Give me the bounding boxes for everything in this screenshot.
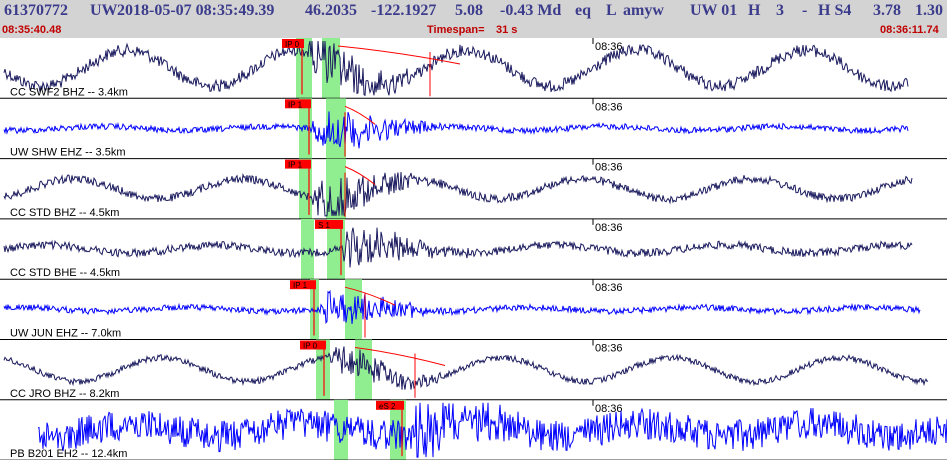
pick-label: IP 1 (288, 100, 303, 109)
count: 3 (776, 2, 784, 19)
event-flag: L (606, 2, 617, 19)
time-tick-label: 08:36 (595, 101, 623, 113)
station-label: CC SWF2 BHZ -- 3.4km (10, 86, 128, 98)
coda-curve (337, 45, 461, 65)
net-code: UW 01 (690, 2, 738, 19)
pick-flag (285, 159, 311, 169)
time-tick-label: 08:36 (595, 162, 623, 174)
seismogram-panel: 08:36 IP 0 CC SWF2 BHZ -- 3.4km 08:36 IP 1 UW… (0, 38, 947, 460)
station-label: PB B201 EH2 -- 12.4km (10, 448, 127, 460)
value-1: 3.78 (873, 2, 901, 19)
network: UW (90, 2, 118, 19)
pick-label: eS 2 (379, 402, 396, 411)
time-tick-label: 08:36 (595, 282, 623, 294)
p-window (316, 339, 330, 400)
time-tick-label: 08:36 (595, 403, 623, 415)
s-code: H S4 (818, 2, 852, 19)
station-label: CC STD BHZ -- 4.5km (10, 207, 119, 219)
event-type: eq (575, 2, 591, 19)
time-tick-label: 08:36 (595, 222, 623, 234)
p-window (334, 399, 348, 460)
time-tick-label: 08:36 (595, 41, 623, 53)
coda-curve (354, 347, 446, 366)
pick-flag (315, 219, 343, 229)
pick-label: IP 1 (288, 161, 303, 170)
pick-flag (290, 280, 316, 290)
event-header: 61370772 UW 2018-05-07 08:35:49.39 46.20… (0, 0, 947, 22)
time-bar: 08:35:40.48 Timespan= 31 s 08:36:11.74 (0, 22, 947, 38)
pick-flag (282, 39, 304, 48)
waveform-trace (3, 40, 909, 97)
p-window (301, 218, 314, 280)
quality: H (748, 2, 761, 19)
s-window (326, 98, 346, 159)
event-lat: 46.2035 (305, 2, 357, 19)
time-tick-label: 08:36 (595, 343, 623, 355)
pick-label: IP 0 (285, 40, 300, 49)
waveform-trace (3, 346, 929, 390)
timespan-label: Timespan= (427, 24, 485, 36)
waveform-trace (3, 289, 921, 325)
event-datetime: 2018-05-07 08:35:49.39 (117, 2, 275, 19)
pick-label: IP 1 (293, 281, 308, 290)
waveform-trace (37, 402, 947, 458)
event-source: amyw (623, 2, 664, 19)
pick-label: IP 0 (303, 342, 318, 351)
event-id: 61370772 (4, 2, 68, 19)
pick-flag (376, 400, 404, 410)
event-depth: 5.08 (455, 2, 483, 19)
dash: - (802, 2, 808, 19)
waveform-trace (3, 111, 909, 149)
pick-flag (300, 340, 326, 350)
end-time: 08:36:11.74 (880, 24, 939, 36)
coda-curve (344, 286, 396, 306)
waveform-trace (3, 171, 913, 217)
pick-flag (285, 99, 311, 109)
station-label: CC JRO BHZ -- 8.2km (10, 388, 119, 400)
event-lon: -122.1927 (371, 2, 437, 19)
event-magnitude: -0.43 Md (500, 2, 562, 19)
station-label: UW JUN EHZ -- 7.0km (10, 328, 121, 340)
pick-label: S 1 (318, 221, 331, 230)
station-label: CC STD BHE -- 4.5km (10, 267, 120, 279)
s-window (345, 279, 362, 340)
coda-curve (344, 105, 376, 125)
s-window (355, 339, 372, 400)
timespan-value: 31 s (496, 24, 518, 36)
start-time: 08:35:40.48 (2, 24, 62, 36)
station-label: UW SHW EHZ -- 3.5km (10, 147, 126, 159)
waveform-trace (3, 227, 913, 268)
value-2: 1.30 (915, 2, 943, 19)
coda-curve (344, 166, 376, 185)
